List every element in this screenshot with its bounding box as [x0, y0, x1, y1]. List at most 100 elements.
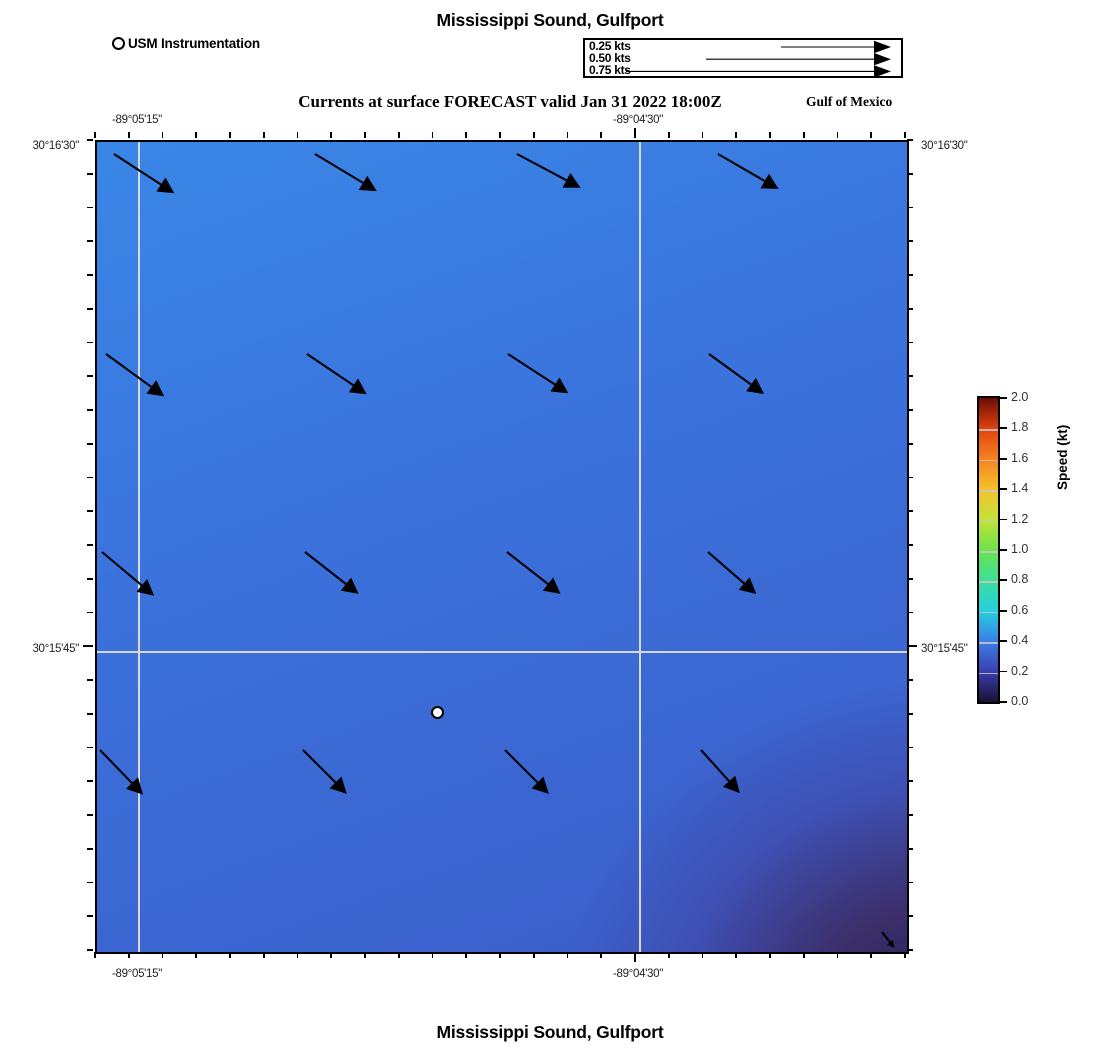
usm-legend-label: USM Instrumentation	[128, 36, 260, 51]
current-arrow-head	[542, 577, 561, 594]
axis-tick	[87, 172, 93, 175]
axis-tick-label: 30°15'45"	[921, 643, 968, 655]
axis-tick	[87, 510, 93, 513]
colorbar-tick	[1000, 701, 1007, 703]
axis-tick	[87, 746, 93, 749]
axis-tick	[465, 132, 468, 138]
colorbar-tick-label: 0.0	[1011, 694, 1029, 708]
usm-instrumentation-legend: USM Instrumentation	[112, 36, 260, 51]
colorbar-separator	[979, 429, 998, 431]
axis-tick	[330, 132, 333, 138]
vector-legend-label: 0.25 kts	[589, 39, 631, 53]
current-arrow-head	[531, 776, 549, 794]
colorbar-separator	[979, 551, 998, 553]
current-arrow-shaft	[105, 353, 155, 390]
colorbar-tick-label: 2.0	[1011, 390, 1029, 404]
current-arrow-head	[760, 173, 779, 189]
colorbar-tick	[1000, 549, 1007, 551]
axis-tick	[87, 780, 93, 783]
colorbar-tick	[1000, 579, 1007, 582]
colorbar-title: Speed (kt)	[1055, 424, 1070, 490]
axis-tick	[229, 132, 231, 138]
axis-tick	[262, 132, 265, 138]
axis-tick-label: -89°04'30"	[612, 114, 664, 126]
axis-tick	[87, 409, 93, 411]
map-canvas[interactable]	[97, 142, 907, 952]
axis-tick	[296, 132, 299, 138]
current-arrow-head	[746, 377, 765, 394]
colorbar-separator	[979, 490, 998, 492]
current-arrow-shaft	[707, 551, 748, 587]
axis-tick	[836, 132, 839, 138]
colorbar-tick-label: 0.2	[1011, 663, 1029, 678]
axis-tick-label: -89°04'30"	[612, 968, 664, 980]
axis-tick-label: -89°05'15"	[111, 114, 163, 126]
axis-tick	[904, 132, 906, 138]
colorbar-tick-label: 0.8	[1011, 572, 1029, 587]
colorbar-separator	[979, 672, 998, 675]
axis-tick	[83, 645, 93, 648]
current-arrow-shaft	[506, 551, 551, 587]
colorbar-separator	[979, 581, 998, 583]
current-arrow-shaft	[314, 153, 367, 186]
current-arrow-shaft	[708, 353, 755, 388]
axis-tick	[532, 132, 535, 138]
current-arrow-shaft	[101, 551, 145, 589]
colorbar-tick	[1000, 640, 1007, 642]
colorbar-tick-label: 1.2	[1011, 511, 1029, 526]
axis-tick	[397, 132, 400, 138]
axis-tick	[667, 132, 670, 138]
axis-tick	[87, 307, 93, 310]
gridline-horizontal	[97, 651, 907, 653]
axis-tick	[87, 544, 93, 546]
colorbar-separator	[979, 520, 998, 523]
colorbar-separator	[979, 459, 998, 462]
gridline-vertical	[138, 142, 140, 952]
axis-tick	[87, 881, 93, 884]
axis-tick	[87, 139, 93, 141]
current-arrow-shaft	[700, 749, 732, 785]
axis-tick	[87, 274, 93, 276]
axis-tick	[87, 375, 93, 378]
page-title: Mississippi Sound, Gulfport	[436, 10, 664, 30]
colorbar-tick-label: 0.4	[1011, 633, 1029, 648]
usm-station-marker[interactable]	[430, 705, 444, 719]
current-arrow-shaft	[302, 749, 339, 786]
colorbar-tick	[1000, 488, 1007, 490]
gridline-vertical	[639, 142, 641, 952]
axis-tick	[87, 915, 93, 918]
colorbar-tick-label: 1.8	[1011, 420, 1029, 435]
axis-tick	[634, 128, 636, 138]
axis-tick	[87, 206, 93, 209]
colorbar-tick-label: 0.6	[1011, 602, 1029, 617]
current-arrow-head	[329, 776, 347, 794]
axis-tick	[499, 132, 501, 138]
current-arrow-head	[550, 377, 569, 394]
colorbar-separator	[979, 642, 998, 644]
colorbar-tick	[1000, 457, 1007, 460]
open-circle-icon	[112, 37, 125, 50]
vector-scale-legend: 0.25 kts 0.50 kts 0.75 kts	[583, 38, 903, 78]
colorbar-tick-label: 1.4	[1011, 481, 1029, 496]
vector-legend-row: 0.25 kts	[585, 39, 901, 53]
forecast-subtitle: Currents at surface FORECAST valid Jan 3…	[298, 92, 722, 111]
vector-legend-row: 0.50 kts	[585, 51, 901, 66]
axis-tick	[87, 712, 93, 715]
axis-tick	[87, 442, 93, 445]
axis-tick	[364, 132, 366, 138]
axis-tick	[94, 132, 96, 138]
colorbar-tick-label: 1.6	[1011, 450, 1029, 465]
current-map[interactable]	[95, 140, 909, 954]
vector-legend-label: 0.50 kts	[589, 51, 631, 66]
current-arrow-head	[125, 777, 144, 795]
axis-tick	[87, 847, 93, 850]
axis-tick	[87, 341, 93, 344]
colorbar-tick	[1000, 518, 1007, 521]
current-arrow-head	[887, 940, 895, 948]
colorbar-tick	[1000, 670, 1007, 673]
vector-legend-row: 0.75 kts	[585, 64, 901, 77]
axis-tick	[566, 132, 569, 138]
axis-tick	[195, 132, 198, 138]
current-arrow-head	[562, 172, 581, 188]
axis-tick	[87, 240, 93, 243]
